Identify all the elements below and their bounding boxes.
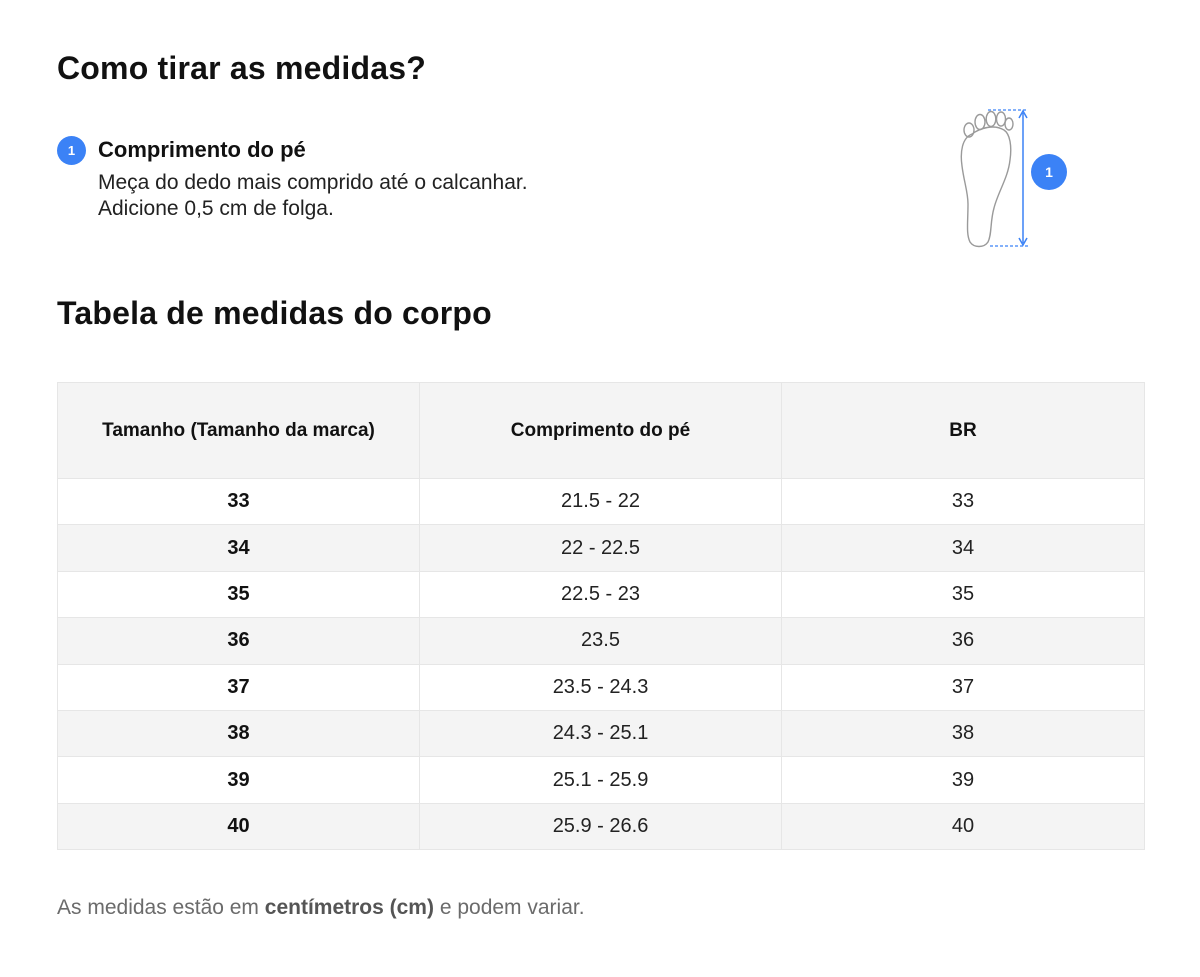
foot-length-cell: 25.9 - 26.6 (419, 802, 782, 851)
foot-length-cell: 24.3 - 25.1 (419, 709, 782, 758)
step-title: Comprimento do pé (98, 137, 306, 162)
step-description: Meça do dedo mais comprido até o calcanh… (98, 171, 528, 220)
column-header-br: BR (781, 382, 1145, 479)
table-row: 35 22.5 - 23 35 (57, 570, 1145, 619)
foot-length-cell: 22.5 - 23 (419, 570, 782, 619)
column-header-size: Tamanho (Tamanho da marca) (57, 382, 420, 479)
table-row: 34 22 - 22.5 34 (57, 524, 1145, 572)
br-cell: 34 (781, 524, 1145, 572)
foot-length-cell: 22 - 22.5 (419, 524, 782, 572)
figure-marker: 1 (1045, 164, 1053, 180)
br-cell: 33 (781, 477, 1145, 526)
foot-length-cell: 23.5 - 24.3 (419, 663, 782, 711)
size-cell: 37 (57, 663, 420, 711)
br-cell: 38 (781, 709, 1145, 758)
units-note-prefix: As medidas estão em (57, 896, 265, 919)
size-cell: 39 (57, 756, 420, 804)
units-note-suffix: e podem variar. (433, 896, 585, 919)
table-header-row: Tamanho (Tamanho da marca) Comprimento d… (57, 382, 1145, 479)
units-note: As medidas estão em centímetros (cm) e p… (57, 896, 585, 920)
size-cell: 40 (57, 802, 420, 851)
table-row: 33 21.5 - 22 33 (57, 477, 1145, 526)
table-heading: Tabela de medidas do corpo (57, 295, 492, 331)
column-header-foot-length: Comprimento do pé (419, 382, 782, 479)
foot-length-cell: 21.5 - 22 (419, 477, 782, 526)
foot-length-cell: 25.1 - 25.9 (419, 756, 782, 804)
size-cell: 33 (57, 477, 420, 526)
size-table: Tamanho (Tamanho da marca) Comprimento d… (57, 382, 1145, 851)
foot-length-cell: 23.5 (419, 617, 782, 665)
br-cell: 40 (781, 802, 1145, 851)
page-title: Como tirar as medidas? (57, 50, 426, 86)
size-cell: 36 (57, 617, 420, 665)
table-row: 40 25.9 - 26.6 40 (57, 802, 1145, 851)
table-row: 39 25.1 - 25.9 39 (57, 756, 1145, 804)
size-cell: 38 (57, 709, 420, 758)
size-cell: 35 (57, 570, 420, 619)
foot-length-icon: 1 (950, 104, 1080, 254)
step-number-badge: 1 (57, 136, 86, 165)
table-row: 36 23.5 36 (57, 617, 1145, 665)
br-cell: 35 (781, 570, 1145, 619)
table-row: 38 24.3 - 25.1 38 (57, 709, 1145, 758)
table-row: 37 23.5 - 24.3 37 (57, 663, 1145, 711)
br-cell: 39 (781, 756, 1145, 804)
size-cell: 34 (57, 524, 420, 572)
units-note-emphasis: centímetros (cm) (264, 896, 434, 919)
br-cell: 37 (781, 663, 1145, 711)
br-cell: 36 (781, 617, 1145, 665)
